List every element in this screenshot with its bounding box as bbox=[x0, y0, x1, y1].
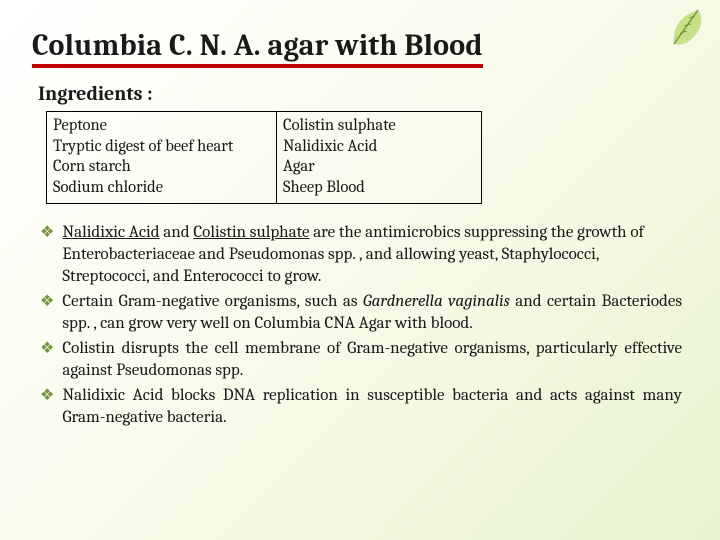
bullet-item: ❖ Nalidixic Acid and Colistin sulphate ar… bbox=[40, 222, 682, 289]
bullet-item: ❖ Nalidixic Acid blocks DNA replication i… bbox=[40, 385, 682, 430]
ingredients-col-1: PeptoneTryptic digest of beef heartCorn … bbox=[47, 112, 277, 204]
bullet-text: Colistin disrupts the cell membrane of G… bbox=[62, 338, 682, 383]
bullet-item: ❖ Certain Gram-negative organisms, such a… bbox=[40, 291, 682, 336]
bullet-item: ❖ Colistin disrupts the cell membrane of … bbox=[40, 338, 682, 383]
bullet-text: Certain Gram-negative organisms, such as… bbox=[62, 291, 682, 336]
diamond-bullet-icon: ❖ bbox=[40, 385, 54, 407]
diamond-bullet-icon: ❖ bbox=[40, 222, 54, 244]
bullet-text: Nalidixic Acid and Colistin sulphate are… bbox=[62, 222, 682, 289]
ingredients-heading: Ingredients : bbox=[38, 82, 688, 105]
bullet-text: Nalidixic Acid blocks DNA replication in… bbox=[62, 385, 682, 430]
ingredients-col-2: Colistin sulphateNalidixic AcidAgarSheep… bbox=[277, 112, 482, 204]
ingredients-table: PeptoneTryptic digest of beef heartCorn … bbox=[46, 111, 482, 204]
page-title: Columbia C. N. A. agar with Blood bbox=[32, 28, 483, 68]
diamond-bullet-icon: ❖ bbox=[40, 338, 54, 360]
diamond-bullet-icon: ❖ bbox=[40, 291, 54, 313]
bullet-list: ❖ Nalidixic Acid and Colistin sulphate ar… bbox=[40, 222, 688, 430]
ingredients-table-wrap: PeptoneTryptic digest of beef heartCorn … bbox=[46, 111, 688, 204]
leaf-icon bbox=[668, 4, 714, 50]
table-row: PeptoneTryptic digest of beef heartCorn … bbox=[47, 112, 482, 204]
